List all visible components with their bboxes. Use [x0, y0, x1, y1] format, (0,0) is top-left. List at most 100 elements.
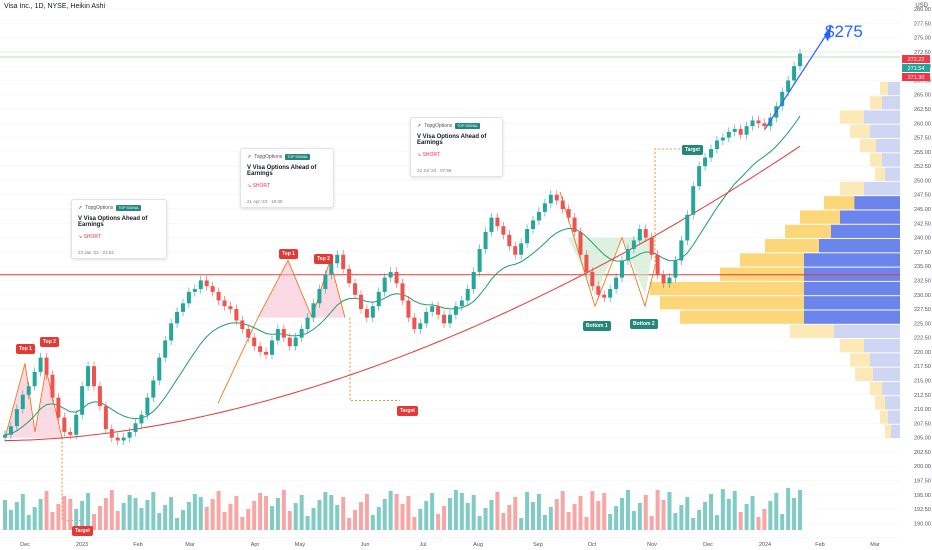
volume-bar [709, 494, 714, 530]
candle-body [86, 366, 91, 387]
volume-bar [679, 505, 684, 530]
candle-body [471, 271, 476, 290]
candle-body [489, 217, 494, 232]
x-tick-label: May [295, 542, 306, 548]
volume-bar [103, 498, 108, 530]
candle-body [121, 437, 126, 441]
x-tick-label: Feb [815, 542, 824, 548]
x-tick-label: Feb [133, 542, 142, 548]
candle-body [364, 309, 369, 318]
volume-bar [91, 514, 96, 530]
candle-body [430, 306, 435, 312]
candle-body [661, 274, 666, 284]
y-tick-label: 192.50 [914, 507, 931, 513]
volume-profile-bar [876, 139, 900, 153]
candle-body [720, 137, 725, 141]
volume-bar [204, 507, 209, 530]
candle-body [216, 291, 221, 301]
candle-body [590, 271, 595, 287]
signal-card-3[interactable]: ➚ TopgOptions TOP SIGNAL V Visa Options Ah… [410, 117, 503, 177]
target-line [349, 317, 400, 401]
volume-bar [163, 505, 168, 530]
candle-body [459, 300, 464, 307]
candle-body [20, 394, 25, 410]
volume-bar [305, 516, 310, 530]
y-tick-label: 227.50 [914, 307, 931, 313]
chart-title: Visa Inc., 1D, NYSE, Heikin Ashi [4, 3, 106, 10]
signal-card-2[interactable]: ➚ TopgOptions TOP SIGNAL V Visa Options Ah… [240, 148, 334, 208]
volume-bar [3, 500, 7, 530]
volume-bar [602, 493, 607, 530]
signal-card-1[interactable]: ➚ TopgOptions TOP SIGNAL V Visa Options Ah… [71, 199, 167, 259]
volume-bar [477, 516, 482, 530]
candle-body [643, 229, 648, 238]
volume-bar [501, 513, 506, 530]
volume-bar [792, 498, 797, 530]
candle-body [726, 131, 731, 138]
candle-body [744, 126, 749, 135]
pattern-area [568, 237, 655, 295]
volume-bar [442, 506, 447, 530]
volume-bar [388, 491, 393, 530]
volume-profile-bar [888, 81, 900, 96]
candle-body [738, 129, 743, 135]
volume-bar [519, 518, 524, 530]
y-tick-label: 242.50 [914, 221, 931, 227]
candle-body [631, 240, 636, 250]
volume-bar [80, 501, 85, 530]
volume-profile-bar [804, 253, 900, 267]
candle-body [115, 437, 120, 441]
candle-body [240, 320, 245, 330]
candle-body [602, 294, 607, 298]
y-tick-label: 215.00 [914, 378, 931, 384]
candle-body [80, 386, 85, 415]
candle-body [44, 357, 49, 375]
volume-profile-bar [854, 196, 900, 210]
volume-bar [513, 497, 518, 530]
candle-body [370, 306, 375, 318]
y-tick-label: 220.00 [914, 350, 931, 356]
volume-bar [258, 493, 263, 530]
y-tick-label: 257.50 [914, 136, 931, 142]
volume-bar [768, 501, 773, 530]
volume-profile-bar [834, 324, 900, 339]
y-tick-label: 240.00 [914, 236, 931, 242]
candle-body [139, 414, 144, 424]
y-tick-label: 202.50 [914, 450, 931, 456]
volume-bar [625, 490, 630, 530]
volume-bar [216, 491, 221, 530]
candle-body [465, 289, 470, 301]
volume-bar [14, 502, 19, 530]
volume-bar [32, 507, 37, 530]
volume-bar [252, 501, 257, 530]
volume-bar [673, 513, 678, 530]
y-tick-label: 255.00 [914, 150, 931, 156]
x-tick-label: Jun [361, 542, 370, 548]
candle-body [228, 306, 233, 310]
volume-bar [299, 495, 304, 530]
y-tick-label: 190.00 [914, 521, 931, 527]
pattern-label-bottom2: Bottom 2 [630, 319, 658, 329]
candle-body [578, 231, 583, 255]
volume-bar [269, 506, 274, 530]
candle-body [596, 286, 601, 295]
volume-bar [738, 512, 743, 530]
candle-body [8, 426, 13, 435]
candle-body [536, 211, 541, 221]
volume-bar [762, 509, 767, 530]
candle-body [287, 337, 292, 347]
candle-body [91, 366, 96, 387]
volume-bar [560, 491, 565, 530]
candle-body [655, 254, 660, 275]
volume-bar [655, 490, 660, 530]
volume-bar [145, 500, 150, 530]
x-tick-label: Mar [185, 542, 195, 548]
candle-body [157, 357, 162, 381]
candle-body [637, 229, 642, 241]
y-tick-label: 277.50 [914, 21, 931, 27]
pattern-line [559, 191, 656, 308]
candle-body [26, 386, 31, 395]
volume-bar [364, 494, 369, 530]
card-brand: TopgOptions [85, 205, 114, 211]
